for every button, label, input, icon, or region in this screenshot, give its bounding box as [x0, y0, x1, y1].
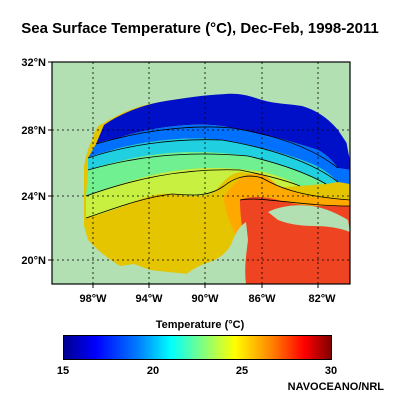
lon-label: 86°W [248, 293, 276, 305]
colorbar-tick: 15 [56, 365, 70, 377]
cuba-land [268, 205, 350, 232]
lon-label: 98°W [79, 293, 107, 305]
colorbar-tick: 20 [146, 365, 160, 377]
lat-label: 24°N [21, 191, 46, 203]
sst-band-15 [96, 93, 350, 170]
colorbar-tick: 25 [235, 365, 249, 377]
sst-band-17 [88, 124, 350, 184]
map-border [51, 61, 351, 285]
map-plot-area [52, 62, 350, 284]
mexico-land [52, 240, 160, 284]
map-title: Sea Surface Temperature (°C), Dec-Feb, 1… [21, 20, 379, 37]
axis-ticks [48, 61, 319, 288]
sst-band-19 [88, 138, 338, 184]
lon-label: 94°W [135, 293, 163, 305]
colorbar-label: Temperature (°C) [155, 319, 245, 331]
florida-keys-land [336, 62, 350, 160]
lat-label: 32°N [21, 57, 46, 69]
lat-label: 28°N [21, 125, 46, 137]
northern-gulf-coast-land [52, 62, 350, 284]
lat-label: 20°N [21, 255, 46, 267]
lon-label: 82°W [308, 293, 336, 305]
yucatan-land [178, 222, 248, 284]
graticule [52, 62, 350, 284]
lon-label: 90°W [191, 293, 219, 305]
sst-band-21 [86, 152, 326, 196]
colorbar [63, 335, 332, 360]
credit-text: NAVOCEANO/NRL [287, 381, 384, 393]
sst-band-23 [86, 168, 300, 218]
contour-lines [85, 126, 350, 219]
colorbar-tick: 30 [324, 365, 338, 377]
